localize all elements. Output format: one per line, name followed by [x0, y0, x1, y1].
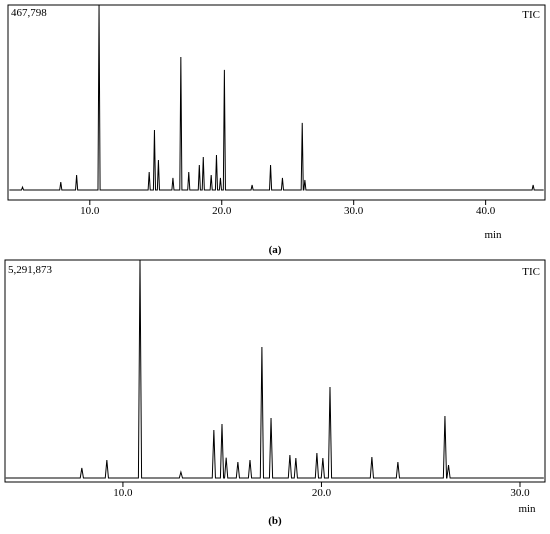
x-tick-label: 10.0 [80, 205, 100, 217]
x-tick-label: 10.0 [113, 487, 133, 499]
chromatogram-line [9, 4, 544, 191]
x-axis-label: min [518, 503, 536, 515]
annotation: TIC [522, 9, 540, 21]
x-tick-label: 40.0 [476, 205, 496, 217]
chromatogram-line [5, 259, 544, 479]
x-tick-label: 20.0 [312, 487, 332, 499]
caption: (a) [269, 244, 282, 256]
annotation: TIC [522, 266, 540, 278]
y-max-label: 467,798 [11, 7, 47, 19]
x-axis-label: min [484, 229, 502, 241]
x-tick-label: 20.0 [212, 205, 232, 217]
x-tick-label: 30.0 [510, 487, 530, 499]
x-tick-label: 30.0 [344, 205, 364, 217]
caption: (b) [268, 515, 282, 527]
plot-frame [4, 259, 546, 483]
plot-frame [7, 4, 546, 201]
y-max-label: 5,291,873 [8, 264, 53, 276]
